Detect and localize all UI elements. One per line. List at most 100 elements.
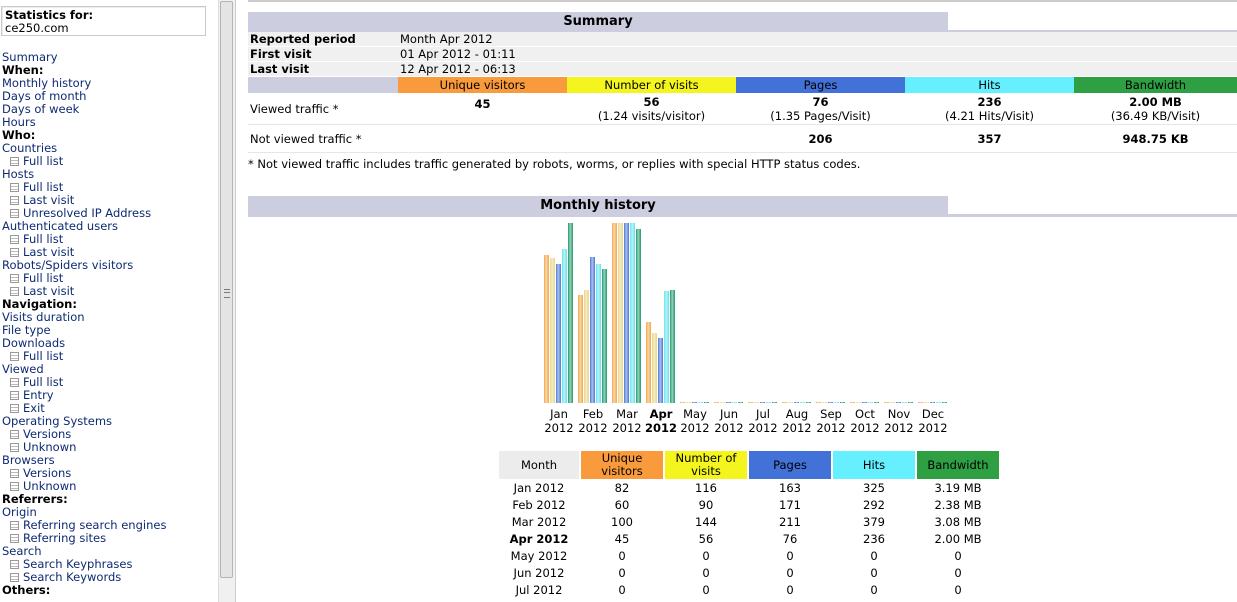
menu-label[interactable]: Full list <box>23 232 64 246</box>
menu-item[interactable]: Browsers <box>2 454 166 467</box>
menu-subitem[interactable]: Referring sites <box>2 532 166 545</box>
menu-label[interactable]: Hours <box>2 115 36 129</box>
x-tick-month: Apr <box>649 407 673 421</box>
chart-bar <box>550 258 555 403</box>
menu-label[interactable]: Authenticated users <box>2 219 119 233</box>
chart-bar <box>942 402 947 403</box>
menu-label[interactable]: Referring search engines <box>23 518 167 532</box>
menu-label[interactable]: Monthly history <box>2 76 92 90</box>
menu-label[interactable]: Days of month <box>2 89 87 103</box>
menu-label[interactable]: Search Keyphrases <box>23 557 133 571</box>
summary-header-blank <box>248 77 398 93</box>
left-scrollbar[interactable] <box>218 0 235 602</box>
chart-bar <box>754 402 759 403</box>
menu-label[interactable]: Full list <box>23 375 64 389</box>
not-viewed-bandwidth: 948.75 KB <box>1074 125 1237 153</box>
menu-item[interactable]: Downloads <box>2 337 166 350</box>
menu-label[interactable]: Unknown <box>23 440 77 454</box>
chart-bar <box>714 402 719 403</box>
menu-item[interactable]: Origin <box>2 506 166 519</box>
cell-bw: 2.38 MB <box>934 497 982 512</box>
menu-subitem[interactable]: Unknown <box>2 441 166 454</box>
menu-label[interactable]: Search <box>2 544 42 558</box>
menu-subitem[interactable]: Exit <box>2 402 166 415</box>
x-tick-year: 2012 <box>782 421 812 435</box>
menu-label[interactable]: Visits duration <box>2 310 85 324</box>
menu-subitem[interactable]: Referring search engines <box>2 519 166 532</box>
menu-label[interactable]: Robots/Spiders visitors <box>2 258 134 272</box>
menu-item[interactable]: Authenticated users <box>2 220 166 233</box>
menu-subitem[interactable]: Search Keywords <box>2 571 166 584</box>
cell-uv: 82 <box>614 480 630 495</box>
scrollbar-thumb[interactable] <box>220 1 233 578</box>
menu-subitem[interactable]: Last visit <box>2 194 166 207</box>
menu-subitem[interactable]: Full list <box>2 155 166 168</box>
menu-label: Who: <box>2 128 36 142</box>
menu-subitem[interactable]: Unresolved IP Address <box>2 207 166 220</box>
chart-bar <box>840 402 845 403</box>
menu-subitem[interactable]: Full list <box>2 272 166 285</box>
menu-subitem[interactable]: Versions <box>2 467 166 480</box>
menu-label[interactable]: Versions <box>23 466 72 480</box>
menu-item[interactable]: Hours <box>2 116 166 129</box>
menu-item[interactable]: Summary <box>2 51 166 64</box>
menu-label[interactable]: Full list <box>23 271 64 285</box>
menu-label[interactable]: Last visit <box>23 193 75 207</box>
menu-item[interactable]: Search <box>2 545 166 558</box>
cell-pg: 0 <box>786 565 794 580</box>
cell-nv: 0 <box>702 565 710 580</box>
menu-subitem[interactable]: Last visit <box>2 285 166 298</box>
menu-label[interactable]: Search Keywords <box>23 570 122 584</box>
menu-label[interactable]: Full list <box>23 180 64 194</box>
menu-label[interactable]: Last visit <box>23 245 75 259</box>
menu-label[interactable]: Full list <box>23 154 64 168</box>
x-tick-label: Jan 2012 <box>542 407 576 435</box>
menu-subitem[interactable]: Search Keyphrases <box>2 558 166 571</box>
menu-item[interactable]: Robots/Spiders visitors <box>2 259 166 272</box>
viewed-hits: 236 (4.21 Hits/Visit) <box>905 93 1074 125</box>
menu-subitem[interactable]: Full list <box>2 233 166 246</box>
menu-subitem[interactable]: Full list <box>2 350 166 363</box>
menu-item[interactable]: Days of month <box>2 90 166 103</box>
history-rows: Jan 2012 82 116 163 325 3.19 MB Feb 2012 60 90 17… <box>499 479 999 598</box>
menu-item[interactable]: Viewed <box>2 363 166 376</box>
menu-label[interactable]: Origin <box>2 505 37 519</box>
menu-label[interactable]: Versions <box>23 427 72 441</box>
cell-pg: 171 <box>779 497 801 512</box>
menu-subitem[interactable]: Unknown <box>2 480 166 493</box>
not-viewed-bw-value: 948.75 KB <box>1122 131 1189 146</box>
frame-divider[interactable] <box>235 0 236 602</box>
menu-subitem[interactable]: Last visit <box>2 246 166 259</box>
menu-label[interactable]: Full list <box>23 349 64 363</box>
menu-label[interactable]: Browsers <box>2 453 55 467</box>
menu-label[interactable]: Countries <box>2 141 58 155</box>
menu-label[interactable]: Unknown <box>23 479 77 493</box>
menu-label[interactable]: File type <box>2 323 51 337</box>
menu-subitem[interactable]: Versions <box>2 428 166 441</box>
menu-label[interactable]: Hosts <box>2 167 35 181</box>
menu-label[interactable]: Summary <box>2 50 58 64</box>
menu-subitem[interactable]: Full list <box>2 376 166 389</box>
menu-label[interactable]: Exit <box>23 401 45 415</box>
menu-label[interactable]: Operating Systems <box>2 414 113 428</box>
menu-label[interactable]: Referring sites <box>23 531 107 545</box>
menu-item[interactable]: Monthly history <box>2 77 166 90</box>
menu-label[interactable]: Entry <box>23 388 54 402</box>
menu-item[interactable]: Days of week <box>2 103 166 116</box>
menu-label[interactable]: Days of week <box>2 102 80 116</box>
menu-subitem[interactable]: Entry <box>2 389 166 402</box>
menu-label[interactable]: Last visit <box>23 284 75 298</box>
menu-item[interactable]: Operating Systems <box>2 415 166 428</box>
menu-item[interactable]: File type <box>2 324 166 337</box>
not-viewed-uv <box>398 125 567 153</box>
menu-item[interactable]: Countries <box>2 142 166 155</box>
menu-item[interactable]: Visits duration <box>2 311 166 324</box>
monthly-history-table: Month Unique visitors Number of visits P… <box>497 451 1001 598</box>
menu-label[interactable]: Unresolved IP Address <box>23 206 152 220</box>
menu-label[interactable]: Viewed <box>2 362 44 376</box>
chart-bar <box>720 402 725 403</box>
chart-bar <box>924 402 929 403</box>
menu-label[interactable]: Downloads <box>2 336 66 350</box>
menu-subitem[interactable]: Full list <box>2 181 166 194</box>
menu-item[interactable]: Hosts <box>2 168 166 181</box>
